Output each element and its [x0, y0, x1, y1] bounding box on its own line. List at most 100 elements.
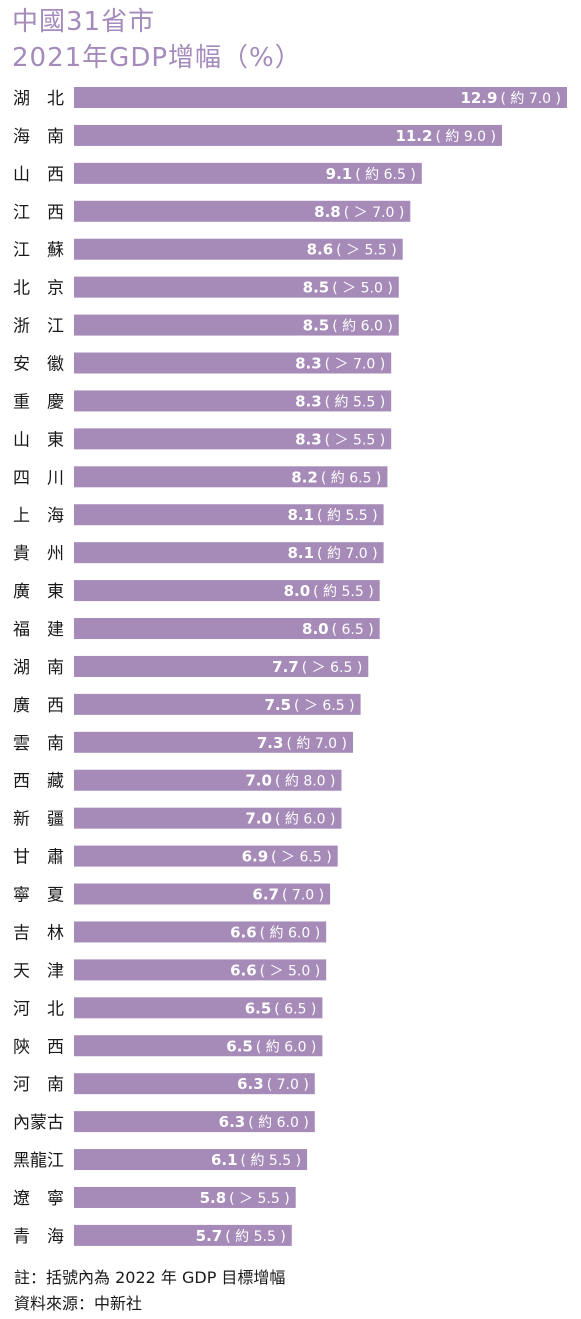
- bar: [74, 883, 331, 905]
- bar: [74, 428, 392, 450]
- target-label: ( ＞ 5.5 ): [336, 243, 397, 259]
- target-label: ( 約 6.0 ): [260, 925, 321, 941]
- value-label: 5.7: [196, 1227, 223, 1245]
- target-label: ( 約 6.0 ): [275, 812, 336, 828]
- target-label: ( 約 6.0 ): [332, 319, 393, 335]
- bar: [74, 807, 342, 829]
- bar: [74, 997, 323, 1019]
- data-label: 6.6( 約 6.0 ): [230, 923, 320, 941]
- category-label: 浙 江: [13, 317, 64, 337]
- value-label: 6.6: [230, 923, 257, 941]
- data-label: 11.2( 約 9.0 ): [395, 127, 496, 145]
- category-label: 天 津: [13, 961, 64, 981]
- value-label: 8.6: [307, 241, 334, 259]
- category-label: 河 北: [13, 999, 64, 1019]
- value-label: 7.3: [257, 734, 284, 752]
- category-label: 青 海: [13, 1227, 64, 1247]
- bar: [74, 542, 384, 564]
- category-label: 廣 東: [13, 582, 64, 602]
- target-label: ( ＞ 5.0 ): [260, 963, 321, 979]
- data-label: 8.3( ＞ 5.5 ): [295, 430, 385, 448]
- data-label: 8.5( ＞ 5.0 ): [303, 279, 393, 297]
- category-label: 湖 北: [13, 89, 64, 109]
- bar: [74, 618, 380, 640]
- category-label: 湖 南: [13, 658, 64, 678]
- target-label: ( ＞ 6.5 ): [294, 698, 355, 714]
- target-label: ( ＞ 6.5 ): [271, 850, 332, 866]
- category-label: 山 東: [13, 430, 64, 450]
- target-label: ( 約 5.5 ): [241, 1153, 302, 1169]
- data-label: 6.1( 約 5.5 ): [211, 1151, 301, 1169]
- data-label: 8.1( 約 5.5 ): [287, 506, 377, 524]
- bar: [74, 162, 422, 184]
- value-label: 8.5: [303, 279, 330, 297]
- data-label: 12.9( 約 7.0 ): [460, 89, 561, 107]
- bar: [74, 124, 502, 146]
- bar-chart: 湖 北 12.9( 約 7.0 )海 南 11.2( 約 9.0 )山 西 9.1( …: [13, 87, 567, 1247]
- bar: [74, 1111, 315, 1133]
- value-label: 8.2: [291, 468, 318, 486]
- data-label: 7.0( 約 6.0 ): [245, 810, 335, 828]
- target-label: ( ＞ 7.0 ): [344, 205, 405, 221]
- category-label: 黑龍江: [13, 1151, 64, 1171]
- category-label: 北 京: [13, 279, 64, 299]
- target-label: ( 約 7.0 ): [286, 736, 347, 752]
- category-label: 西 藏: [13, 772, 64, 792]
- target-label: ( ＞ 5.5 ): [229, 1191, 290, 1207]
- category-label: 甘 肅: [13, 848, 64, 868]
- target-label: ( 約 9.0 ): [435, 129, 496, 145]
- data-label: 8.6( ＞ 5.5 ): [307, 241, 397, 259]
- value-label: 6.7: [252, 886, 279, 904]
- bar: [74, 1224, 292, 1246]
- category-label: 山 西: [13, 165, 64, 185]
- category-label: 內蒙古: [13, 1113, 64, 1133]
- source-note: 資料來源：中新社: [14, 1294, 143, 1313]
- value-label: 5.8: [200, 1189, 227, 1207]
- target-label: ( 約 6.0 ): [256, 1039, 317, 1055]
- value-label: 8.0: [284, 582, 311, 600]
- target-label: ( 6.5 ): [274, 1001, 316, 1017]
- category-label: 江 西: [13, 203, 64, 223]
- bar: [74, 1186, 296, 1208]
- data-label: 7.0( 約 8.0 ): [245, 772, 335, 790]
- value-label: 6.1: [211, 1151, 238, 1169]
- category-label: 廣 西: [13, 696, 64, 716]
- target-label: ( 約 6.0 ): [248, 1115, 309, 1131]
- target-label: ( ＞ 6.5 ): [302, 660, 363, 676]
- category-label: 安 徽: [13, 355, 64, 375]
- value-label: 8.3: [295, 392, 322, 410]
- value-label: 8.3: [295, 355, 322, 373]
- bar: [74, 314, 399, 336]
- target-label: ( ＞ 5.5 ): [325, 432, 386, 448]
- target-label: ( 約 7.0 ): [317, 546, 378, 562]
- data-label: 5.7( 約 5.5 ): [196, 1227, 286, 1245]
- data-label: 8.3( ＞ 7.0 ): [295, 355, 385, 373]
- category-label: 吉 林: [13, 923, 64, 943]
- bar: [74, 1035, 323, 1057]
- bar: [74, 959, 327, 981]
- data-label: 6.7( 7.0 ): [252, 886, 324, 904]
- data-label: 8.0( 6.5 ): [302, 620, 374, 638]
- data-label: 6.3( 約 6.0 ): [219, 1113, 309, 1131]
- target-label: ( 約 5.5 ): [317, 508, 378, 524]
- bar: [74, 1149, 308, 1171]
- category-label: 海 南: [13, 127, 64, 147]
- value-label: 7.0: [245, 772, 272, 790]
- bar: [74, 580, 380, 602]
- bar: [74, 845, 338, 867]
- bar: [74, 693, 361, 715]
- value-label: 6.5: [226, 1037, 253, 1055]
- target-label: ( 約 5.5 ): [313, 584, 374, 600]
- category-label: 重 慶: [13, 392, 64, 412]
- category-label: 陝 西: [13, 1037, 64, 1057]
- target-label: ( 約 8.0 ): [275, 774, 336, 790]
- data-label: 6.9( ＞ 6.5 ): [242, 848, 332, 866]
- target-label: ( 7.0 ): [267, 1077, 309, 1093]
- data-label: 8.2( 約 6.5 ): [291, 468, 381, 486]
- value-label: 8.1: [287, 544, 314, 562]
- bar: [74, 504, 384, 526]
- value-label: 7.0: [245, 810, 272, 828]
- data-label: 7.3( 約 7.0 ): [257, 734, 347, 752]
- value-label: 8.5: [303, 317, 330, 335]
- bar: [74, 390, 392, 412]
